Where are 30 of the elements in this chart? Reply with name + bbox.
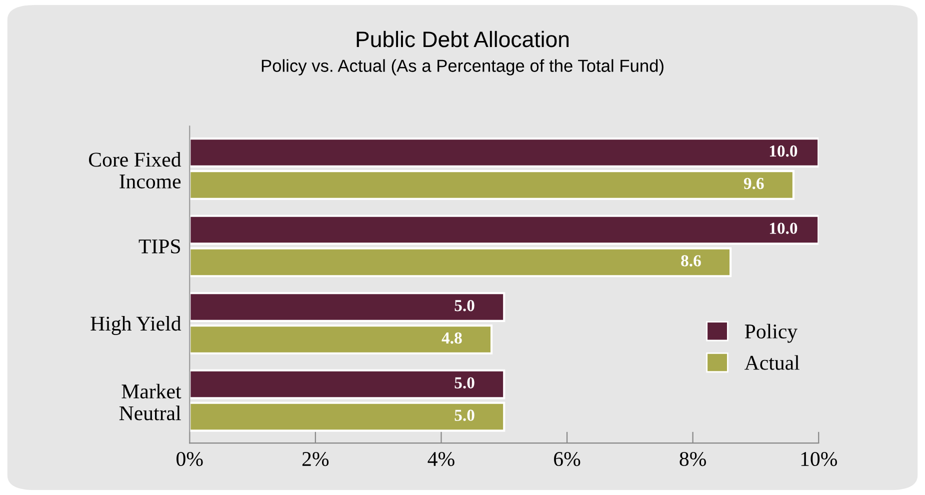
bar bbox=[190, 369, 506, 400]
y-tick-label: Core Fixed Income bbox=[88, 152, 182, 188]
data-label: 9.6 bbox=[744, 178, 764, 190]
x-tick-label: 6% bbox=[554, 452, 580, 466]
data-label: 10.0 bbox=[770, 222, 798, 234]
legend-label: Actual bbox=[744, 355, 800, 370]
bar bbox=[190, 247, 732, 278]
data-label: 5.0 bbox=[454, 300, 474, 312]
data-label: 8.6 bbox=[681, 255, 701, 266]
bar bbox=[190, 402, 506, 432]
data-label: 5.0 bbox=[454, 410, 474, 421]
bar bbox=[190, 214, 819, 245]
data-label: 4.8 bbox=[442, 332, 462, 344]
bar bbox=[190, 138, 819, 168]
chart-title: Public Debt Allocation bbox=[356, 30, 569, 48]
legend-label: Policy bbox=[744, 324, 798, 343]
data-label: 10.0 bbox=[770, 145, 798, 157]
x-tick-label: 2% bbox=[302, 452, 329, 466]
data-label: 5.0 bbox=[454, 377, 474, 389]
bar bbox=[190, 292, 506, 322]
x-tick-label: 10% bbox=[801, 452, 838, 466]
x-tick-label: 0% bbox=[176, 452, 203, 466]
chart-subtitle: Policy vs. Actual (As a Percentage of the Total Fund) bbox=[262, 59, 664, 76]
bar bbox=[190, 324, 493, 354]
bar bbox=[190, 170, 795, 200]
y-tick-label: TIPS bbox=[138, 239, 180, 254]
y-tick-label: High Yield bbox=[90, 316, 182, 335]
y-tick-label: Market Neutral bbox=[119, 384, 182, 420]
x-tick-label: 4% bbox=[428, 452, 454, 466]
x-tick-label: 8% bbox=[680, 452, 706, 466]
